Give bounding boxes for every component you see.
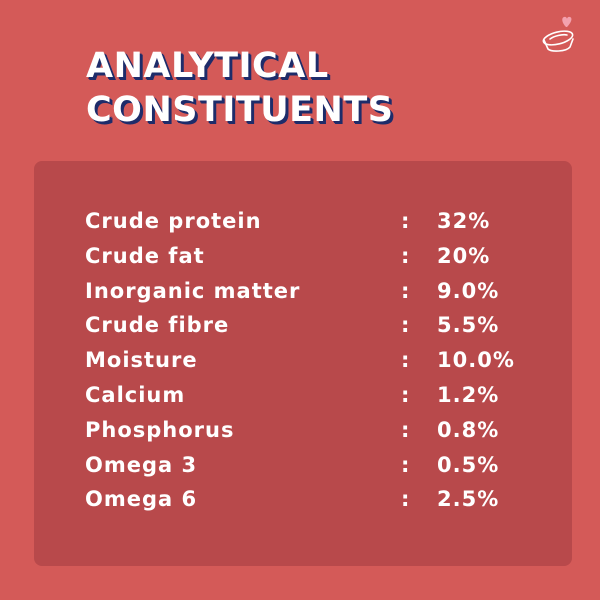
- constituent-value: 0.8%: [437, 417, 500, 442]
- constituent-value: 32%: [437, 209, 491, 233]
- constituents-panel: [34, 161, 572, 566]
- constituent-separator: :: [401, 348, 411, 373]
- constituent-value: 20%: [437, 243, 491, 268]
- constituent-label: Crude fibre: [85, 313, 230, 338]
- constituent-separator: :: [401, 209, 411, 233]
- constituent-value: 5.5%: [437, 313, 500, 338]
- constituent-label: Calcium: [85, 382, 186, 407]
- constituent-row: Phosphorus: 0.8%: [85, 413, 545, 448]
- title-line-2: CONSTITUENTS: [86, 90, 394, 130]
- constituent-row: Moisture: 10.0%: [85, 343, 545, 378]
- constituent-row: Crude fat: 20%: [85, 239, 545, 274]
- constituent-separator: :: [401, 278, 411, 303]
- constituent-value: 10.0%: [437, 348, 515, 373]
- constituent-value: 9.0%: [437, 278, 500, 303]
- constituent-separator: :: [401, 487, 411, 512]
- constituent-separator: :: [401, 313, 411, 338]
- constituent-label: Moisture: [85, 348, 198, 373]
- constituent-label: Omega 3: [85, 452, 198, 477]
- constituent-separator: :: [401, 382, 411, 407]
- constituent-value: 2.5%: [437, 487, 500, 512]
- constituent-separator: :: [401, 417, 411, 442]
- page-title: ANALYTICAL CONSTITUENTS: [86, 44, 393, 132]
- constituents-list: Crude protein: 32% Crude fat: 20% Inorganic …: [85, 204, 545, 517]
- constituent-row: Omega 6: 2.5%: [85, 482, 545, 517]
- constituent-label: Inorganic matter: [85, 278, 301, 303]
- constituent-row: Inorganic matter: 9.0%: [85, 274, 545, 309]
- constituent-row: Crude fibre: 5.5%: [85, 308, 545, 343]
- constituent-row: Omega 3: 0.5%: [85, 448, 545, 483]
- constituent-label: Phosphorus: [85, 417, 235, 442]
- title-line-1: ANALYTICAL: [86, 46, 329, 86]
- constituent-row: Crude protein: 32%: [85, 204, 545, 239]
- constituent-row: Calcium: 1.2%: [85, 378, 545, 413]
- constituent-label: Crude protein: [85, 209, 262, 233]
- constituent-value: 1.2%: [437, 382, 500, 407]
- constituent-label: Omega 6: [85, 487, 198, 512]
- constituent-separator: :: [401, 452, 411, 477]
- pet-bowl-heart-icon: [536, 12, 580, 56]
- constituent-separator: :: [401, 243, 411, 268]
- constituent-value: 0.5%: [437, 452, 500, 477]
- constituent-label: Crude fat: [85, 243, 205, 268]
